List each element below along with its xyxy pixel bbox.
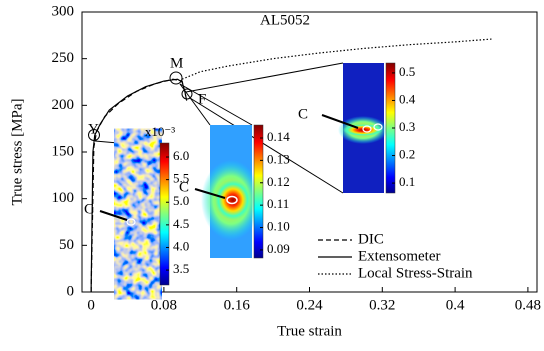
colorbar-tick-label: 3.5 bbox=[173, 261, 189, 276]
colorbar-tick-label: 0.2 bbox=[399, 147, 415, 162]
y-tick-label: 0 bbox=[67, 283, 75, 299]
legend-label: DIC bbox=[358, 231, 384, 247]
x-tick-label: 0 bbox=[87, 297, 95, 313]
chart: 0 0.08 0.16 0.24 0.32 0.4 0.48 0 50 100 150 200 250 3… bbox=[0, 0, 544, 346]
legend-label: Extensometer bbox=[358, 248, 440, 264]
x-tick-label: 0.16 bbox=[224, 297, 251, 313]
colorbar-tick-label: 6.0 bbox=[173, 148, 189, 163]
colorbar-tick-label: 5.0 bbox=[173, 193, 189, 208]
colorbar-tick-label: 0.5 bbox=[399, 64, 415, 79]
colorbar-tick-label: 0.11 bbox=[267, 196, 289, 211]
inset-label: C bbox=[84, 201, 94, 217]
y-tick-label: 150 bbox=[52, 143, 75, 159]
point-label: Y bbox=[88, 121, 99, 137]
inset-label: C bbox=[298, 106, 308, 122]
y-tick-label: 100 bbox=[52, 190, 75, 206]
colorbar-tick-label: 4.0 bbox=[173, 238, 189, 253]
plot-area: 0 0.08 0.16 0.24 0.32 0.4 0.48 0 50 100 150 200 250 3… bbox=[9, 3, 541, 339]
colorbar-tick-label: 0.1 bbox=[399, 174, 415, 189]
colorbar bbox=[254, 125, 263, 258]
colorbar-tick-label: 0.09 bbox=[267, 241, 290, 256]
point-label: F bbox=[198, 91, 206, 107]
point-label: M bbox=[170, 55, 183, 71]
inset-label: C bbox=[179, 179, 189, 195]
x-tick-label: 0.48 bbox=[515, 297, 541, 313]
y-tick-label: 300 bbox=[52, 3, 75, 19]
colorbar-tick-label: 0.3 bbox=[399, 119, 415, 134]
legend-label: Local Stress-Strain bbox=[358, 265, 473, 281]
x-tick-label: 0.32 bbox=[369, 297, 395, 313]
colorbar bbox=[160, 143, 169, 285]
y-axis-label: True stress [MPa] bbox=[9, 99, 25, 206]
series-line bbox=[182, 39, 491, 79]
colorbar-tick-label: 0.13 bbox=[267, 151, 290, 166]
inset-images bbox=[89, 63, 389, 285]
x-tick-label: 0.24 bbox=[296, 297, 323, 313]
colorbar-tick-label: 0.10 bbox=[267, 219, 290, 234]
y-tick-label: 250 bbox=[52, 50, 75, 66]
colorbar-tick-label: 0.12 bbox=[267, 174, 290, 189]
x-tick-label: 0.4 bbox=[446, 297, 465, 313]
chart-title: AL5052 bbox=[260, 12, 310, 28]
colorbar-tick-label: 0.4 bbox=[399, 91, 416, 106]
y-tick-label: 50 bbox=[59, 237, 74, 253]
y-tick-label: 200 bbox=[52, 97, 75, 113]
colorbar-tick-label: 0.14 bbox=[267, 129, 290, 144]
colorbar-title: x10⁻³ bbox=[145, 124, 175, 139]
colorbar-tick-label: 4.5 bbox=[173, 216, 189, 231]
x-axis-label: True strain bbox=[277, 323, 342, 339]
x-tick-label: 0.08 bbox=[151, 297, 177, 313]
